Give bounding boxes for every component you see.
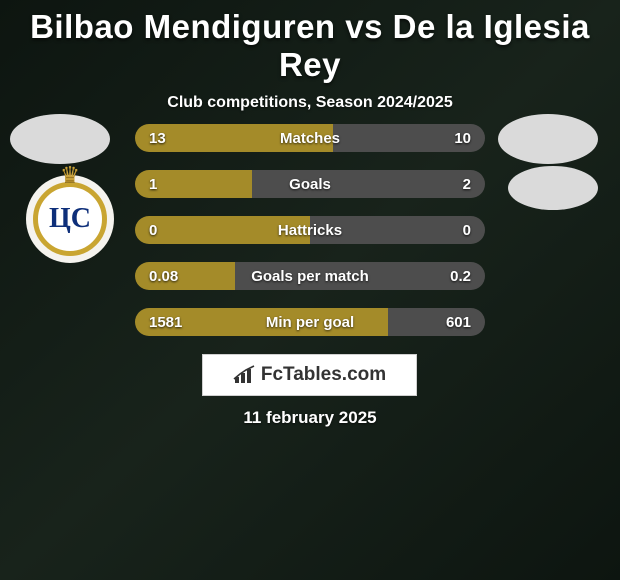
bar-chart-icon — [233, 365, 257, 385]
player-left-avatar — [10, 114, 110, 164]
stat-bar-left — [135, 216, 310, 244]
stats-container: 1310Matches12Goals00Hattricks0.080.2Goal… — [135, 124, 485, 354]
subtitle: Club competitions, Season 2024/2025 — [0, 94, 620, 112]
stat-value-right: 2 — [463, 170, 471, 198]
stat-bar-right — [310, 216, 485, 244]
badge-monogram: ЦС — [49, 203, 91, 235]
stat-value-left: 1 — [149, 170, 157, 198]
date-label: 11 february 2025 — [0, 408, 620, 428]
stat-bar-right — [235, 262, 485, 290]
club-right-avatar — [508, 166, 598, 210]
brand-label: FcTables.com — [261, 364, 386, 386]
badge-ring: ЦС — [33, 182, 107, 256]
stat-value-left: 13 — [149, 124, 166, 152]
stat-value-right: 0.2 — [450, 262, 471, 290]
crown-icon: ♛ — [60, 162, 80, 188]
page-title: Bilbao Mendiguren vs De la Iglesia Rey — [0, 0, 620, 84]
stat-value-left: 1581 — [149, 308, 182, 336]
club-left-badge: ♛ ЦС — [26, 175, 114, 263]
player-right-avatar — [498, 114, 598, 164]
stat-value-right: 601 — [446, 308, 471, 336]
stat-row: 00Hattricks — [135, 216, 485, 244]
stat-row: 1581601Min per goal — [135, 308, 485, 336]
stat-bar-right — [252, 170, 485, 198]
stat-row: 0.080.2Goals per match — [135, 262, 485, 290]
stat-value-right: 0 — [463, 216, 471, 244]
stat-value-right: 10 — [454, 124, 471, 152]
brand-box[interactable]: FcTables.com — [202, 354, 417, 396]
stat-row: 12Goals — [135, 170, 485, 198]
stat-row: 1310Matches — [135, 124, 485, 152]
stat-value-left: 0 — [149, 216, 157, 244]
stat-value-left: 0.08 — [149, 262, 178, 290]
